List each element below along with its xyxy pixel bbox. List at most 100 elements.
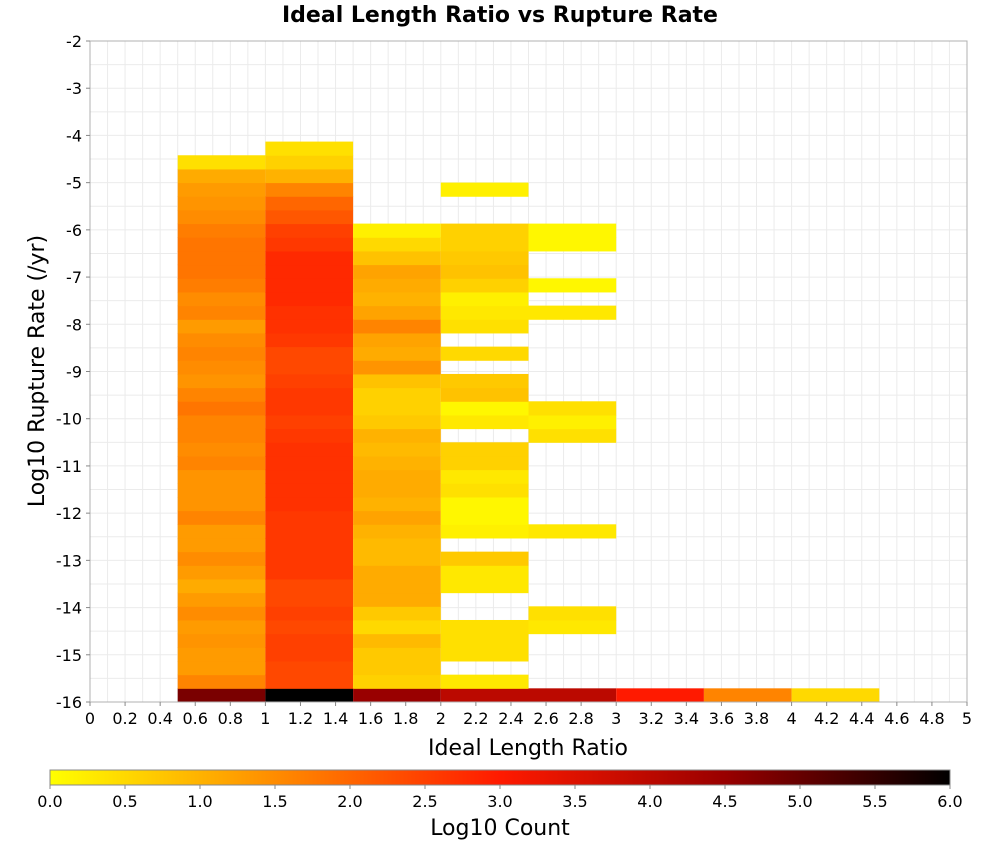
heatmap-cell: [440, 578, 529, 594]
heatmap-cell: [353, 524, 441, 539]
heatmap-cell: [177, 291, 266, 307]
heatmap-cell: [177, 510, 266, 525]
colorbar-tick-label: 0.5: [112, 792, 137, 811]
heatmap-cell: [265, 510, 354, 525]
heatmap-cells: [177, 141, 880, 703]
x-tick-label: 4.4: [849, 709, 874, 728]
heatmap-cell: [265, 455, 354, 471]
heatmap-cell: [265, 688, 354, 703]
heatmap-cell: [177, 633, 266, 648]
heatmap-cell: [265, 196, 354, 211]
heatmap-cell: [177, 360, 266, 375]
heatmap-cell: [177, 551, 266, 566]
heatmap-cell: [353, 606, 441, 621]
heatmap-cell: [265, 674, 354, 689]
heatmap-cell: [177, 319, 266, 334]
y-tick-label: -10: [56, 410, 82, 429]
heatmap-cell: [440, 469, 529, 484]
heatmap-cell: [353, 346, 441, 361]
heatmap-cell: [528, 524, 617, 539]
heatmap-cell: [265, 578, 354, 594]
heatmap-cell: [177, 565, 266, 580]
heatmap-cell: [528, 414, 617, 430]
y-tick-label: -5: [66, 174, 82, 193]
heatmap-cell: [440, 237, 529, 252]
heatmap-cell: [440, 496, 529, 512]
heatmap-cell: [353, 565, 441, 580]
heatmap-cell: [353, 578, 441, 594]
heatmap-cell: [353, 387, 441, 402]
heatmap-cell: [265, 373, 354, 389]
x-tick-label: 1.2: [288, 709, 313, 728]
heatmap-cell: [177, 168, 266, 184]
heatmap-cell: [528, 278, 617, 293]
x-tick-label: 3.6: [709, 709, 734, 728]
heatmap-cell: [440, 551, 529, 566]
heatmap-cell: [440, 414, 529, 430]
heatmap-cell: [440, 250, 529, 266]
x-tick-label: 3.4: [674, 709, 699, 728]
heatmap-cell: [528, 619, 617, 635]
y-tick-label: -13: [56, 551, 82, 570]
heatmap-cell: [440, 346, 529, 361]
y-tick-label: -15: [56, 646, 82, 665]
x-tick-label: 2: [436, 709, 446, 728]
heatmap-cell: [440, 264, 529, 279]
heatmap-cell: [353, 660, 441, 676]
heatmap-cell: [177, 674, 266, 689]
heatmap-cell: [177, 606, 266, 621]
heatmap-cell: [353, 592, 441, 607]
colorbar-tick-label: 2.5: [412, 792, 437, 811]
heatmap-cell: [440, 373, 529, 389]
heatmap-cell: [265, 387, 354, 402]
heatmap-cell: [177, 647, 266, 662]
colorbar-tick-label: 4.5: [712, 792, 737, 811]
x-tick-label: 2.2: [463, 709, 488, 728]
heatmap-cell: [353, 264, 441, 279]
y-tick-label: -16: [56, 693, 82, 712]
heatmap-cell: [528, 606, 617, 621]
colorbar-tick-label: 6.0: [937, 792, 962, 811]
heatmap-cell: [177, 455, 266, 471]
heatmap-cell: [265, 551, 354, 566]
heatmap-cell: [353, 633, 441, 648]
x-tick-label: 1.8: [393, 709, 418, 728]
heatmap-cell: [440, 510, 529, 525]
heatmap-cell: [177, 223, 266, 238]
heatmap-cell: [177, 332, 266, 348]
heatmap-cell: [265, 264, 354, 279]
heatmap-cell: [353, 537, 441, 553]
x-tick-label: 5: [962, 709, 972, 728]
x-tick-label: 0.2: [112, 709, 137, 728]
x-tick-label: 4.8: [919, 709, 944, 728]
heatmap-cell: [265, 537, 354, 553]
heatmap-cell: [353, 373, 441, 389]
heatmap-cell: [177, 373, 266, 389]
x-tick-label: 0.4: [147, 709, 172, 728]
heatmap-cell: [265, 360, 354, 375]
x-tick-label: 3: [611, 709, 621, 728]
heatmap-cell: [265, 155, 354, 170]
heatmap-cell: [440, 387, 529, 402]
x-tick-label: 2.6: [533, 709, 558, 728]
heatmap-cell: [353, 619, 441, 635]
heatmap-cell: [440, 483, 529, 498]
heatmap-cell: [265, 401, 354, 416]
colorbar-tick-label: 0.0: [37, 792, 62, 811]
heatmap-cell: [265, 168, 354, 184]
colorbar-title: Log10 Count: [430, 816, 570, 841]
heatmap-cell: [265, 346, 354, 361]
heatmap-cell: [440, 442, 529, 457]
heatmap-cell: [440, 565, 529, 580]
heatmap-cell: [440, 291, 529, 307]
heatmap-cell: [265, 319, 354, 334]
heatmap-cell: [177, 387, 266, 402]
heatmap-cell: [265, 291, 354, 307]
heatmap-cell: [265, 496, 354, 512]
y-tick-label: -7: [66, 268, 82, 287]
y-tick-label: -9: [66, 363, 82, 382]
heatmap-cell: [528, 688, 617, 703]
x-tick-label: 3.8: [744, 709, 769, 728]
heatmap-cell: [353, 469, 441, 484]
heatmap-cell: [265, 619, 354, 635]
